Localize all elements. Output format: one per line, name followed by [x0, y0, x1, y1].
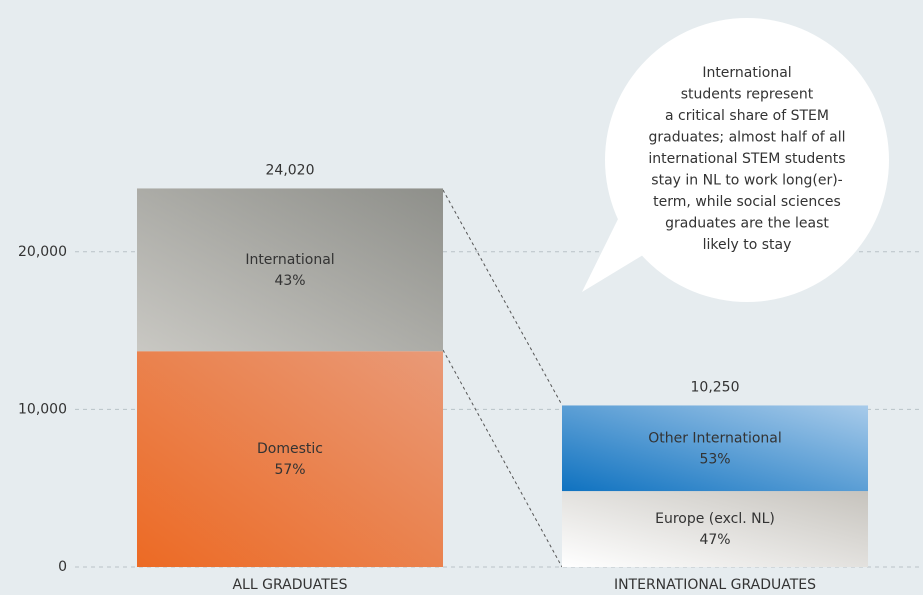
annotation-line: term, while social sciences: [653, 194, 841, 210]
segment-value: 57%: [274, 462, 305, 478]
segment-value: 43%: [274, 273, 305, 289]
x-tick-label: INTERNATIONAL GRADUATES: [614, 577, 816, 593]
callout: [582, 18, 889, 302]
segment-label: International: [245, 252, 334, 268]
annotation-line: graduates; almost half of all: [648, 130, 845, 146]
bar-segment: [562, 405, 868, 492]
segment-label: Other International: [648, 430, 782, 446]
y-tick-label: 0: [58, 559, 67, 575]
segment-label: Europe (excl. NL): [655, 511, 775, 527]
segment-value: 47%: [699, 532, 730, 548]
x-tick-label: ALL GRADUATES: [232, 577, 347, 593]
annotation-line: stay in NL to work long(er)-: [651, 173, 842, 189]
bar-segment: [137, 188, 443, 352]
segment-value: 53%: [699, 451, 730, 467]
y-tick-label: 10,000: [18, 401, 67, 417]
total-label: 10,250: [691, 379, 740, 395]
y-tick-label: 20,000: [18, 244, 67, 260]
segment-label: Domestic: [257, 441, 323, 457]
total-label: 24,020: [266, 162, 315, 178]
annotation-line: International: [702, 65, 791, 81]
annotation-line: graduates are the least: [665, 216, 829, 232]
annotation-line: students represent: [681, 87, 814, 103]
connector: [442, 349, 563, 568]
bar-segment: [562, 491, 868, 567]
annotation-line: a critical share of STEM: [665, 108, 829, 124]
connector: [442, 189, 563, 406]
bar-segment: [137, 351, 443, 567]
annotation-line: international STEM students: [648, 151, 845, 167]
annotation-line: likely to stay: [703, 237, 792, 253]
